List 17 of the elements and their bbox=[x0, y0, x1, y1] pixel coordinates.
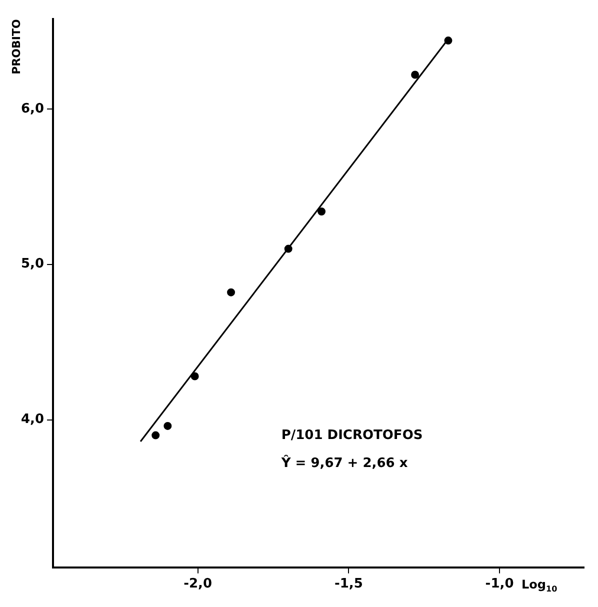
point bbox=[444, 36, 452, 45]
point bbox=[152, 431, 160, 440]
x-tick-label: -1,5 bbox=[334, 576, 363, 592]
point bbox=[411, 70, 420, 79]
y-tick-label: 4,0 bbox=[21, 412, 44, 428]
x-tick-label: -1,0 bbox=[485, 576, 514, 592]
annotation: P/101 DICROTOFOS bbox=[281, 428, 423, 444]
y-tick-label: 6,0 bbox=[21, 101, 44, 116]
point bbox=[190, 372, 199, 380]
x-tick-label: -2,0 bbox=[184, 576, 212, 592]
annotation: Ŷ = 9,67 + 2,66 x bbox=[280, 454, 408, 472]
point bbox=[318, 208, 326, 216]
point bbox=[227, 288, 236, 296]
point bbox=[284, 244, 292, 253]
y-axis-title: PROBITO bbox=[10, 19, 23, 74]
point bbox=[164, 422, 172, 430]
y-tick-label: 5,0 bbox=[21, 256, 44, 272]
